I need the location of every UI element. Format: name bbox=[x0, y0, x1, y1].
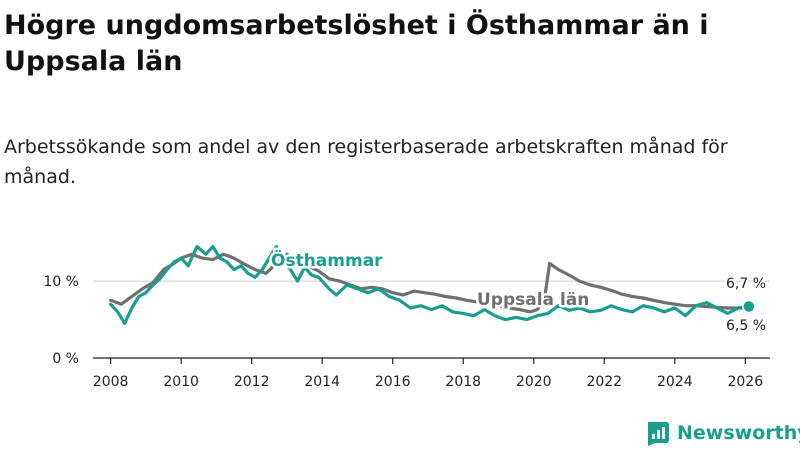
end-label-uppsala-lan: 6,5 % bbox=[726, 318, 766, 334]
series-line-osthammar bbox=[108, 244, 751, 325]
x-tick-label: 2012 bbox=[234, 374, 270, 390]
chart-title: Högre ungdomsarbetslöshet i Östhammar än… bbox=[4, 10, 709, 77]
chart-subtitle: Arbetssökande som andel av den registerb… bbox=[4, 136, 728, 188]
x-tick-label: 2018 bbox=[445, 374, 481, 390]
series-label-osthammar: Östhammar bbox=[271, 249, 383, 271]
x-tick-label: 2016 bbox=[375, 374, 411, 390]
brand-logo: Newsworthy bbox=[645, 419, 800, 447]
x-tick-label: 2010 bbox=[163, 374, 199, 390]
x-tick-label: 2024 bbox=[657, 374, 693, 390]
x-tick-label: 2008 bbox=[93, 374, 129, 390]
x-tick-label: 2020 bbox=[516, 374, 552, 390]
newsworthy-logo-icon bbox=[648, 422, 669, 446]
series-label-uppsala-lan: Uppsala län bbox=[477, 290, 589, 310]
x-tick-label: 2022 bbox=[586, 374, 622, 390]
end-label-osthammar: 6,7 % bbox=[726, 276, 766, 292]
brand-name: Newsworthy bbox=[677, 422, 800, 444]
x-tick-label: 2026 bbox=[727, 374, 763, 390]
y-tick-label: 0 % bbox=[52, 351, 79, 367]
series-line-uppsala-lan bbox=[108, 252, 751, 314]
end-point-marker bbox=[742, 299, 756, 314]
y-tick-label: 10 % bbox=[43, 274, 79, 290]
x-tick-label: 2014 bbox=[304, 374, 340, 390]
